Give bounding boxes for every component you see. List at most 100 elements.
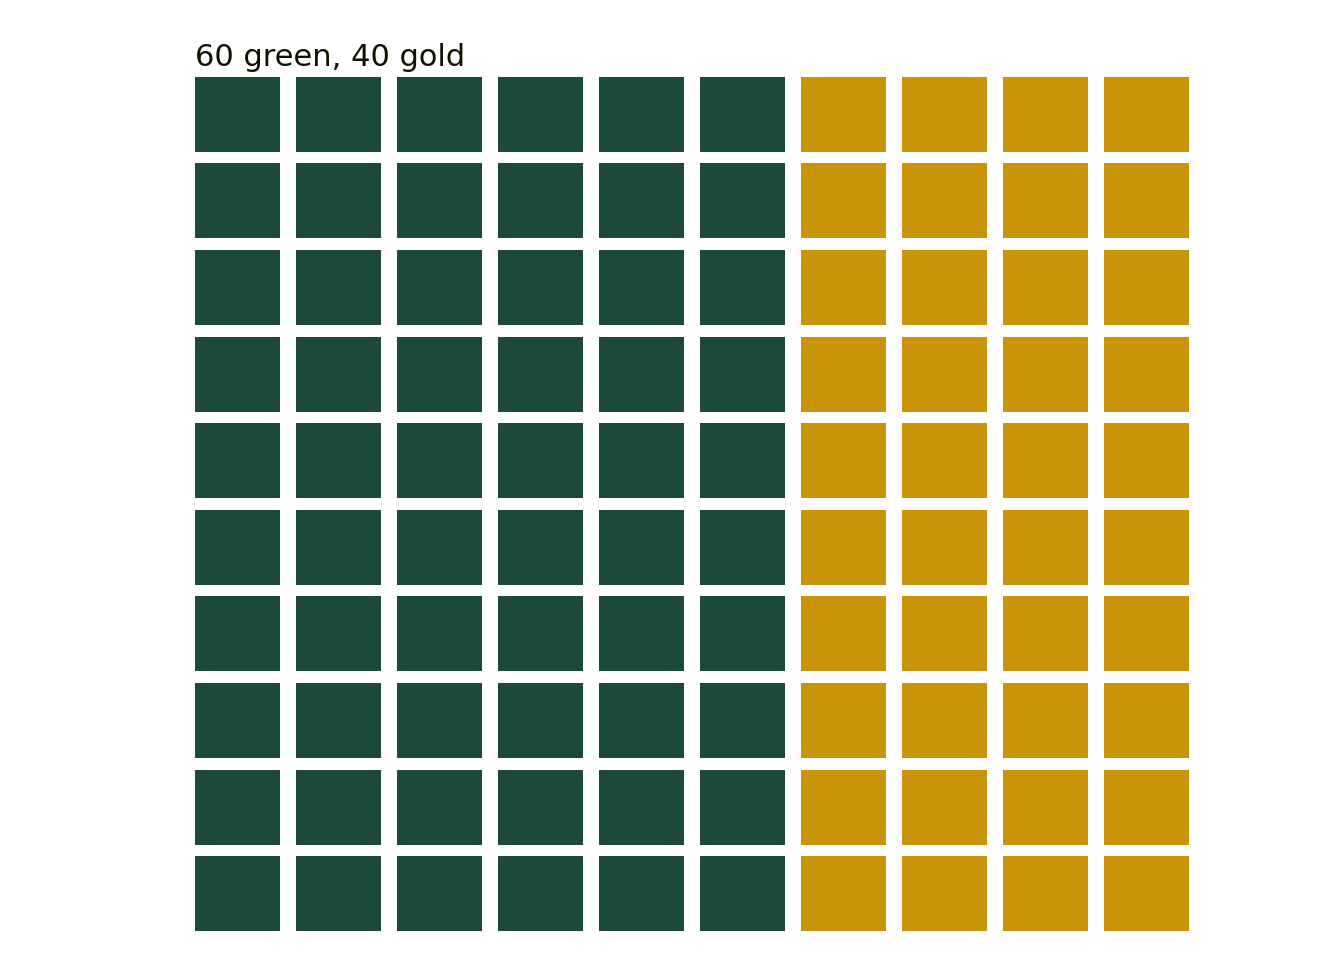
Bar [700, 337, 785, 412]
Bar [700, 856, 785, 931]
Bar [499, 163, 583, 238]
Bar [499, 77, 583, 152]
Text: 60 green, 40 gold: 60 green, 40 gold [195, 43, 465, 72]
Bar [195, 250, 280, 325]
Bar [700, 163, 785, 238]
Bar [499, 510, 583, 585]
Bar [296, 163, 380, 238]
Bar [1105, 683, 1189, 758]
Bar [801, 77, 886, 152]
Bar [599, 337, 684, 412]
Bar [599, 510, 684, 585]
Bar [902, 510, 988, 585]
Bar [700, 510, 785, 585]
Bar [195, 683, 280, 758]
Bar [599, 77, 684, 152]
Bar [396, 423, 482, 498]
Bar [499, 596, 583, 671]
Bar [902, 596, 988, 671]
Bar [801, 337, 886, 412]
Bar [801, 423, 886, 498]
Bar [195, 163, 280, 238]
Bar [1105, 510, 1189, 585]
Bar [599, 250, 684, 325]
Bar [801, 683, 886, 758]
Bar [396, 510, 482, 585]
Bar [296, 770, 380, 845]
Bar [296, 683, 380, 758]
Bar [499, 683, 583, 758]
Bar [396, 596, 482, 671]
Bar [902, 77, 988, 152]
Bar [499, 423, 583, 498]
Bar [700, 596, 785, 671]
Bar [1004, 163, 1089, 238]
Bar [296, 510, 380, 585]
Bar [801, 856, 886, 931]
Bar [396, 250, 482, 325]
Bar [1004, 250, 1089, 325]
Bar [1004, 683, 1089, 758]
Bar [1105, 250, 1189, 325]
Bar [195, 856, 280, 931]
Bar [396, 683, 482, 758]
Bar [195, 77, 280, 152]
Bar [801, 510, 886, 585]
Bar [902, 856, 988, 931]
Bar [1105, 337, 1189, 412]
Bar [599, 770, 684, 845]
Bar [1004, 596, 1089, 671]
Bar [1004, 770, 1089, 845]
Bar [599, 856, 684, 931]
Bar [700, 250, 785, 325]
Bar [1105, 596, 1189, 671]
Bar [902, 423, 988, 498]
Bar [296, 856, 380, 931]
Bar [1004, 856, 1089, 931]
Bar [1004, 77, 1089, 152]
Bar [1105, 77, 1189, 152]
Bar [599, 683, 684, 758]
Bar [195, 337, 280, 412]
Bar [902, 770, 988, 845]
Bar [296, 250, 380, 325]
Bar [902, 683, 988, 758]
Bar [296, 337, 380, 412]
Bar [700, 683, 785, 758]
Bar [801, 596, 886, 671]
Bar [296, 596, 380, 671]
Bar [801, 250, 886, 325]
Bar [396, 163, 482, 238]
Bar [1105, 856, 1189, 931]
Bar [1004, 510, 1089, 585]
Bar [700, 77, 785, 152]
Bar [599, 163, 684, 238]
Bar [499, 770, 583, 845]
Bar [499, 250, 583, 325]
Bar [700, 770, 785, 845]
Bar [1004, 423, 1089, 498]
Bar [902, 250, 988, 325]
Bar [195, 510, 280, 585]
Bar [296, 77, 380, 152]
Bar [195, 770, 280, 845]
Bar [1105, 163, 1189, 238]
Bar [396, 770, 482, 845]
Bar [296, 423, 380, 498]
Bar [700, 423, 785, 498]
Bar [396, 77, 482, 152]
Bar [396, 337, 482, 412]
Bar [599, 596, 684, 671]
Bar [195, 596, 280, 671]
Bar [902, 163, 988, 238]
Bar [801, 163, 886, 238]
Bar [1105, 423, 1189, 498]
Bar [1004, 337, 1089, 412]
Bar [1105, 770, 1189, 845]
Bar [499, 856, 583, 931]
Bar [396, 856, 482, 931]
Bar [599, 423, 684, 498]
Bar [195, 423, 280, 498]
Bar [902, 337, 988, 412]
Bar [801, 770, 886, 845]
